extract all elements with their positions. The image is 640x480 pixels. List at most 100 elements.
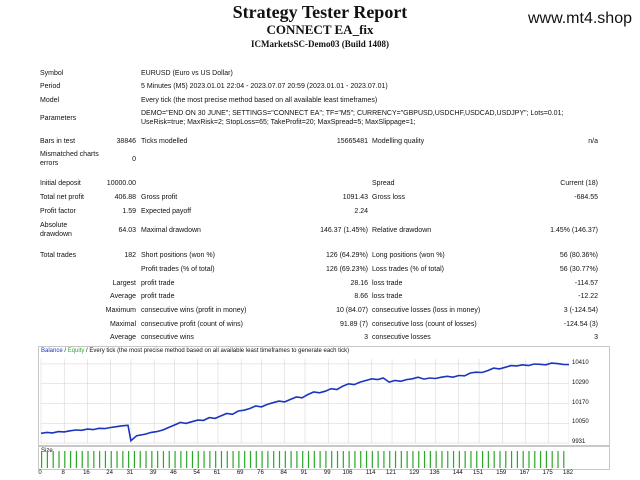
parameters-label: Parameters xyxy=(40,115,77,122)
x-tick-label: 159 xyxy=(496,470,507,476)
size-bar xyxy=(487,451,489,468)
mismatch-label-line2: errors xyxy=(40,160,59,167)
size-bar xyxy=(447,451,449,468)
x-tick-label: 182 xyxy=(562,470,574,476)
mismatch-label: Mismatched charts xyxy=(40,151,99,158)
size-bar xyxy=(383,451,385,468)
profit-factor-label: Profit factor xyxy=(40,208,76,215)
size-bar xyxy=(331,451,333,468)
initial-deposit-value: 10000.00 xyxy=(106,180,136,187)
gross-loss-value: -684.55 xyxy=(574,194,598,201)
period-value: 5 Minutes (M5) 2023.01.01 22:04 - 2023.0… xyxy=(141,83,388,90)
x-tick-label: 114 xyxy=(365,470,376,476)
model-value: Every tick (the most precise method base… xyxy=(141,97,378,104)
x-tick-label: 136 xyxy=(429,470,440,476)
quality-label: Modelling quality xyxy=(372,138,425,145)
size-bar xyxy=(313,451,315,468)
y-tick-label: 10410 xyxy=(572,359,589,366)
size-bar xyxy=(360,451,362,468)
x-tick-label: 69 xyxy=(236,470,244,476)
x-tick-label: 76 xyxy=(257,470,264,476)
size-chart: Size xyxy=(38,446,610,470)
legend-equity: Equity xyxy=(67,348,85,354)
size-bar xyxy=(516,451,518,468)
bars-label: Bars in test xyxy=(40,138,76,145)
absolute-drawdown-label-line2: drawdown xyxy=(40,231,72,238)
size-bar xyxy=(52,451,54,468)
long-positions-value: 56 (80.36%) xyxy=(559,252,598,259)
server-build: ICMarketsSC-Demo03 (Build 1408) xyxy=(251,39,389,49)
x-tick-label: 61 xyxy=(213,470,221,476)
symbol-label: Symbol xyxy=(40,70,64,77)
average-label: Average xyxy=(110,293,136,300)
size-bar xyxy=(186,451,188,468)
max-consecutive-wins-label: consecutive wins (profit in money) xyxy=(141,307,247,314)
maximal-consecutive-loss-label: consecutive loss (count of losses) xyxy=(372,321,477,328)
size-bar xyxy=(423,451,426,468)
size-bar xyxy=(499,451,501,468)
ticks-value: 15665481 xyxy=(336,138,368,145)
size-bar xyxy=(563,451,565,468)
maximal-label: Maximal xyxy=(109,321,136,328)
largest-label: Largest xyxy=(112,280,136,287)
max-consecutive-losses-value: 3 (-124.54) xyxy=(563,307,598,314)
size-bar xyxy=(441,451,443,468)
x-tick-label: 31 xyxy=(126,470,134,476)
size-bar xyxy=(429,451,431,468)
size-bar xyxy=(180,451,182,468)
size-bar xyxy=(238,451,240,468)
short-positions-label: Short positions (won %) xyxy=(141,252,215,259)
size-bar xyxy=(110,451,112,468)
size-bar xyxy=(64,451,66,468)
size-bar xyxy=(197,451,199,468)
size-bar xyxy=(116,451,118,468)
loss-trades-value: 56 (30.77%) xyxy=(559,266,598,273)
maximal-consecutive-profit-label: consecutive profit (count of wins) xyxy=(141,321,243,328)
size-bar xyxy=(464,451,466,468)
parameters-value: DEMO="END ON 30 JUNE"; SETTINGS="CONNECT… xyxy=(141,110,564,117)
size-bar xyxy=(261,451,263,468)
x-tick-label: 46 xyxy=(170,470,177,476)
size-bar xyxy=(493,451,495,468)
size-bar xyxy=(162,451,165,468)
size-bar xyxy=(273,451,275,468)
size-bar xyxy=(104,451,107,468)
size-bar xyxy=(505,451,507,468)
size-bar xyxy=(278,451,281,468)
size-bar xyxy=(157,451,159,468)
y-tick-label: 10050 xyxy=(572,419,589,426)
size-bar xyxy=(325,451,327,468)
gross-loss-label: Gross loss xyxy=(372,194,406,201)
size-bar xyxy=(435,451,437,468)
average-loss-value: -12.22 xyxy=(578,293,598,300)
size-bar xyxy=(139,451,141,468)
size-bar xyxy=(46,451,49,468)
relative-drawdown-value: 1.45% (146.37) xyxy=(550,227,598,234)
size-bar xyxy=(255,451,257,468)
size-bar xyxy=(354,451,356,468)
size-bar xyxy=(365,451,368,468)
x-tick-label: 0 xyxy=(38,470,42,476)
size-bar xyxy=(226,451,228,468)
average-consecutive-losses-value: 3 xyxy=(594,334,598,341)
average-profit-label: profit trade xyxy=(141,293,175,300)
size-bar xyxy=(371,451,373,468)
size-bar xyxy=(174,451,176,468)
short-positions-value: 126 (64.29%) xyxy=(325,252,368,259)
report-header: Strategy Tester Report CONNECT EA_fix IC… xyxy=(0,0,640,52)
size-bar xyxy=(232,451,234,468)
size-bar xyxy=(510,451,513,468)
size-bar xyxy=(452,451,455,468)
maximal-consecutive-loss-value: -124.54 (3) xyxy=(563,321,598,328)
size-bar xyxy=(394,451,397,468)
x-tick-label: 129 xyxy=(409,470,420,476)
profit-trades-value: 126 (69.23%) xyxy=(325,266,368,273)
average-consecutive-label: Average xyxy=(110,334,136,341)
chart-legend: Balance / Equity / Every tick (the most … xyxy=(41,348,349,355)
largest-profit-label: profit trade xyxy=(141,280,175,287)
max-consecutive-losses-label: consecutive losses (loss in money) xyxy=(372,307,481,314)
gross-profit-value: 1091.43 xyxy=(342,194,368,201)
x-tick-label: 167 xyxy=(519,470,530,476)
y-tick-label: 10290 xyxy=(572,379,589,386)
profit-trades-label: Profit trades (% of total) xyxy=(141,266,215,273)
